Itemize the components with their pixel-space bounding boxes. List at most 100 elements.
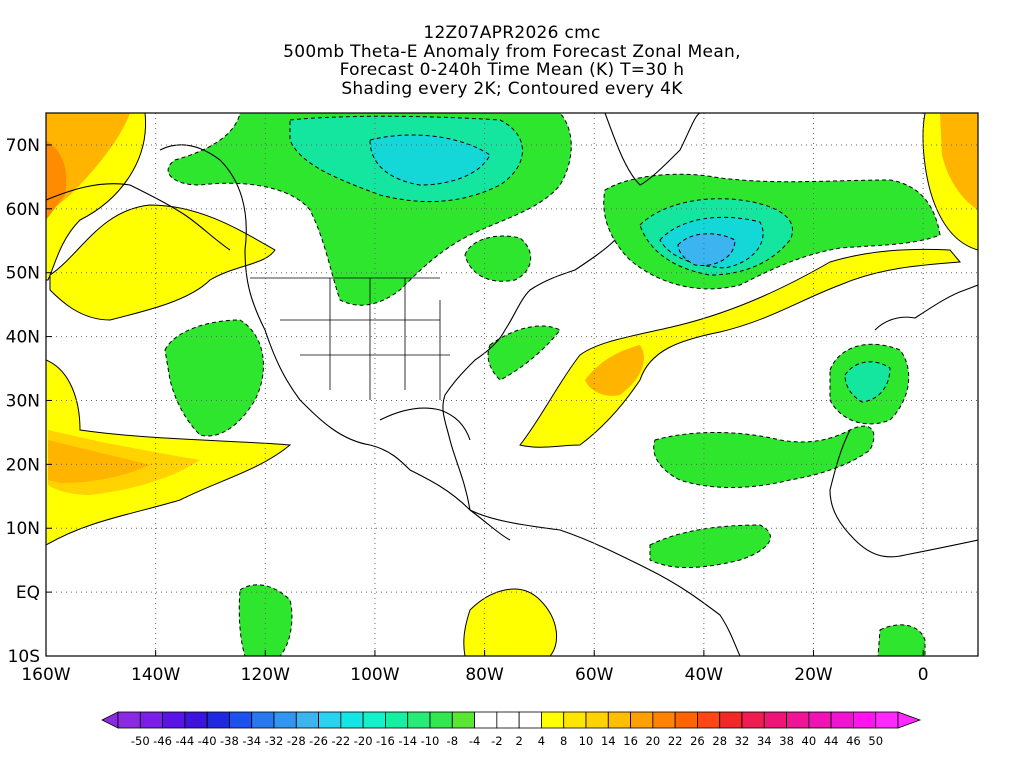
colorbar-max-arrow [897, 711, 922, 729]
colorbar-label: -40 [198, 734, 217, 748]
colorbar-label: -22 [331, 734, 350, 748]
colorbar-swatch [830, 711, 854, 729]
colorbar-swatch [295, 711, 319, 729]
latitude-label: 10S [8, 647, 40, 667]
colorbar-swatch [808, 711, 832, 729]
colorbar-label: 22 [668, 734, 683, 748]
colorbar-swatch [474, 711, 498, 729]
colorbar-label: -50 [131, 734, 150, 748]
negative-anomaly-s-atlantic [877, 624, 926, 656]
longitude-label: 160W [21, 665, 70, 685]
colorbar-swatch [206, 711, 230, 729]
colorbar-label: 20 [646, 734, 661, 748]
colorbar-label: -46 [153, 734, 172, 748]
positive-anomaly-atlantic-band [519, 248, 962, 448]
negative-anomaly-w-africa [653, 425, 875, 488]
colorbar-label: 50 [868, 734, 883, 748]
colorbar-label: 40 [802, 734, 817, 748]
colorbar-label: -14 [398, 734, 417, 748]
colorbar-label: 44 [824, 734, 839, 748]
colorbar-swatch [362, 711, 386, 729]
title-line-1: 12Z07APR2026 cmc [423, 23, 601, 43]
colorbar-swatch [139, 711, 163, 729]
colorbar-label: -16 [376, 734, 395, 748]
colorbar-swatch [407, 711, 431, 729]
negative-anomaly-gulf [487, 325, 561, 381]
colorbar-min-arrow [101, 711, 119, 729]
positive-anomaly-atlantic-core [585, 345, 644, 396]
colorbar-label: -10 [421, 734, 440, 748]
positive-anomaly-ne-pacific-core2 [48, 440, 150, 483]
map-title: 12Z07APR2026 cmc 500mb Theta-E Anomaly f… [0, 24, 1024, 98]
colorbar-label: 8 [560, 734, 567, 748]
colorbar-swatch [652, 711, 676, 729]
coast-gulf-mexico [379, 407, 471, 441]
longitude-label: 100W [350, 665, 399, 685]
colorbar-swatch [229, 711, 253, 729]
latitude-label: 50N [6, 264, 40, 284]
colorbar-label: -38 [220, 734, 239, 748]
colorbar-label: -2 [491, 734, 502, 748]
coast-north-america-east [442, 239, 616, 511]
colorbar-swatch [630, 711, 654, 729]
colorbar-swatch [496, 711, 520, 729]
positive-anomaly-nw-pacific-core [46, 113, 130, 215]
colorbar-swatch [541, 711, 565, 729]
colorbar-label: 26 [690, 734, 705, 748]
colorbar-swatch [719, 711, 743, 729]
latitude-label: 70N [6, 136, 40, 156]
colorbar-label: -4 [469, 734, 480, 748]
colorbar-swatch [697, 711, 721, 729]
positive-anomaly-ne-pacific [46, 359, 292, 546]
coastlines [46, 113, 978, 656]
latitude-label: 20N [6, 455, 40, 475]
latitude-label: 10N [6, 519, 40, 539]
colorbar-label: 28 [712, 734, 727, 748]
longitude-label: 80W [465, 665, 504, 685]
colorbar-swatch [875, 711, 899, 729]
title-line-4: Shading every 2K; Contoured every 4K [341, 78, 683, 99]
coast-africa [829, 429, 978, 558]
negative-anomaly-canada-inner [369, 134, 491, 186]
latitude-labels: 70N 60N 50N 40N 30N 20N 10N EQ 10S [6, 136, 52, 667]
coast-greenland [604, 113, 701, 186]
colorbar-swatch [741, 711, 765, 729]
latitude-label: 60N [6, 200, 40, 220]
negative-anomaly-e-pacific [164, 319, 264, 437]
latitude-label: EQ [16, 583, 40, 603]
colorbar-swatch [117, 711, 141, 729]
coast-alaska [46, 183, 231, 251]
negative-anomaly-pacific-s [238, 584, 293, 656]
longitude-labels: 160W 140W 120W 100W 80W 60W 40W 20W 0 [21, 650, 929, 685]
colorbar-label: -20 [354, 734, 373, 748]
colorbar-label: 32 [735, 734, 750, 748]
positive-anomaly-nw-pacific-core2 [46, 140, 67, 220]
colorbar-label: 14 [601, 734, 616, 748]
colorbar-swatch [184, 711, 208, 729]
colorbar-labels: -50 -46 -44 -40 -38 -34 -32 -28 -26 -22 -20 -16 -14-… [131, 734, 883, 748]
negative-anomaly-trop-atlantic [649, 524, 771, 568]
colorbar-label: -28 [287, 734, 306, 748]
colorbar-label: 34 [757, 734, 772, 748]
colorbar-swatch [763, 711, 787, 729]
colorbar-label: 16 [623, 734, 638, 748]
longitude-label: 0 [918, 665, 929, 685]
coast-north-america-west [159, 144, 511, 541]
colorbar-label: 46 [846, 734, 861, 748]
latitude-label: 40N [6, 328, 40, 348]
colorbar-swatch [786, 711, 810, 729]
colorbar-swatch [429, 711, 453, 729]
colorbar-swatch [853, 711, 877, 729]
title-line-3: Forecast 0-240h Time Mean (K) T=30 h [339, 60, 685, 80]
anomaly-shading [46, 113, 978, 656]
colorbar-swatch [518, 711, 542, 729]
colorbar-swatch [563, 711, 587, 729]
positive-anomaly-gulf-alaska [49, 204, 276, 321]
colorbar-label: -32 [265, 734, 284, 748]
longitude-label: 40W [685, 665, 724, 685]
colorbar-label: 38 [779, 734, 794, 748]
negative-anomaly-iberia-core [844, 361, 891, 403]
colorbar-label: 4 [538, 734, 545, 748]
coast-europe [874, 284, 978, 331]
